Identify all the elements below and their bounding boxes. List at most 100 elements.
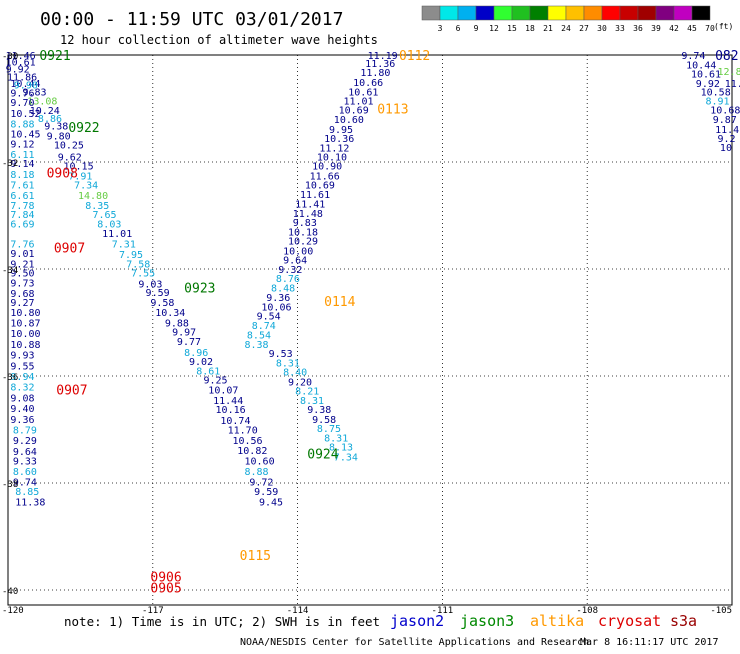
scale-swatch [421, 5, 441, 21]
wave-height-value: 9.64 [283, 255, 307, 266]
wave-height-value: 9.59 [254, 487, 278, 498]
legend-jason2: jason2 [390, 612, 444, 630]
wave-height-value: 10.34 [155, 308, 185, 319]
scale-tick-label: 15 [507, 24, 517, 33]
pass-time-label: 0908 [47, 167, 78, 182]
wave-height-value: 8.35 [85, 201, 109, 212]
note-text: note: 1) Time is in UTC; 2) SWH is in fe… [64, 614, 380, 629]
wave-height-value: 6.11 [10, 150, 34, 161]
wave-height-value: 9.32 [278, 265, 302, 276]
scale-tick-label: 9 [474, 24, 479, 33]
latitude-label: -38 [2, 480, 18, 490]
wave-height-value: 11.46 [6, 51, 36, 62]
pass-time-label: 0907 [54, 242, 85, 257]
wave-height-value: 9.36 [266, 293, 290, 304]
wave-height-color-scale: 3 6 9 12 15 18 21 24 27 30 33 36 39 42 45 70 [421, 5, 715, 33]
wave-height-values: 11.4610.619.9211.8610.449.909.839.7613.0… [6, 51, 740, 509]
scale-tick-label: 27 [579, 24, 589, 33]
wave-height-value: 8.91 [705, 96, 729, 107]
wave-height-value: 8.88 [245, 467, 269, 478]
wave-height-value: 7.65 [92, 210, 116, 221]
wave-height-value: 10.06 [261, 302, 291, 313]
wave-height-value: 11.44 [213, 396, 243, 407]
wave-height-value: 8.96 [184, 348, 208, 359]
wave-height-value: 9.92 [6, 64, 30, 75]
scale-swatch [565, 5, 585, 21]
wave-height-value: 11.48 [293, 209, 323, 220]
wave-height-value: 9.74 [681, 51, 705, 62]
wave-height-value: 10.52 [10, 109, 40, 120]
wave-height-value: 7.34 [74, 180, 98, 191]
wave-height-value: 10.82 [237, 446, 267, 457]
longitude-labels: -120 -117 -114 -111 -108 -105 [2, 606, 732, 616]
wave-height-value: 9.50 [10, 269, 34, 280]
pass-time-label: 0907 [56, 383, 87, 398]
wave-height-value: 10.61 [6, 57, 36, 68]
wave-height-value: 11.12 [319, 144, 349, 155]
wave-height-value: 11.41 [295, 200, 325, 211]
legend-cryosat: cryosat [598, 612, 661, 630]
scale-unit-label: (ft) [714, 22, 733, 31]
wave-height-value: 9.80 [47, 131, 71, 142]
wave-height-value: 8.75 [317, 424, 341, 435]
wave-height-value: 10.44 [10, 79, 40, 90]
wave-height-value: 7.78 [10, 201, 34, 212]
wave-height-value: 8.03 [97, 220, 121, 231]
wave-height-value: 10.87 [10, 319, 40, 330]
wave-height-value: 11.4 [715, 125, 739, 136]
wave-height-value: 6.69 [10, 220, 34, 231]
scale-swatch [529, 5, 549, 21]
wave-height-value: 11.19 [368, 51, 398, 62]
wave-height-value: 7.31 [112, 239, 136, 250]
pass-time-label: 0924 [307, 448, 338, 463]
scale-tick-label: 24 [561, 24, 571, 33]
wave-height-value: 9.77 [177, 337, 201, 348]
wave-height-value: 11.01 [102, 229, 132, 240]
wave-height-value: 9.95 [329, 125, 353, 136]
longitude-label: -108 [576, 606, 598, 616]
wave-height-value: 7.58 [126, 260, 150, 271]
latitude-labels: -30 -32 -34 -36 -38 -40 [2, 52, 18, 597]
satellite-legend: jason2 jason3 altika cryosat s3a [390, 612, 697, 630]
wave-height-value: 11.80 [360, 68, 390, 79]
wave-height-value: 8.38 [245, 340, 269, 351]
scale-tick-label: 70 [705, 24, 715, 33]
wave-height-value: 9.38 [44, 122, 68, 133]
wave-height-value: 10.44 [686, 61, 716, 72]
wave-height-value: 10.88 [10, 340, 40, 351]
wave-height-value: 8.21 [295, 386, 319, 397]
scale-tick-label: 36 [633, 24, 643, 33]
wave-height-value: 9.20 [288, 377, 312, 388]
page-title: 00:00 - 11:59 UTC 03/01/2017 [40, 9, 343, 30]
wave-height-value: 7.34 [334, 452, 358, 463]
wave-height-value: 9.2 [718, 134, 736, 145]
wave-height-value: 9.70 [10, 98, 34, 109]
wave-height-value: 11.38 [15, 498, 45, 509]
scale-tick-label: 3 [438, 24, 443, 33]
pass-time-label: 0922 [68, 121, 99, 136]
longitude-label: -111 [432, 606, 454, 616]
legend-jason3: jason3 [460, 612, 514, 630]
wave-height-value: 10.74 [220, 416, 250, 427]
wave-height-value: 9.59 [146, 288, 170, 299]
scale-tick-label: 39 [651, 24, 661, 33]
wave-height-value: 10.66 [353, 78, 383, 89]
wave-height-value: 10.60 [334, 115, 364, 126]
wave-height-value: 10.07 [208, 385, 238, 396]
scale-swatch [511, 5, 531, 21]
wave-height-value: 9.36 [10, 415, 34, 426]
wave-height-value: 9.83 [22, 87, 46, 98]
wave-height-value: 9.64 [13, 447, 37, 458]
wave-height-value: 10.24 [30, 106, 60, 117]
wave-height-value: 10.29 [288, 237, 318, 248]
wave-height-value: 10.15 [64, 162, 94, 173]
scale-swatch [475, 5, 495, 21]
wave-height-value: 6.61 [10, 191, 34, 202]
wave-height-value: 10.80 [10, 308, 40, 319]
wave-height-value: 8.32 [10, 383, 34, 394]
wave-height-value: 9.01 [10, 249, 34, 260]
wave-height-value: 9.92 [696, 79, 720, 90]
